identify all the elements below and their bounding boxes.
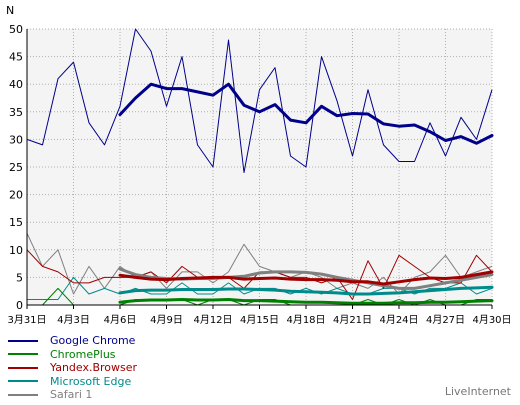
y-tick-label: 30 <box>9 133 23 146</box>
x-tick-label: 4月12日 <box>193 314 232 326</box>
y-tick-labels: 0 5 10 15 20 25 30 35 40 45 50 <box>9 23 23 312</box>
x-tick-labels: 3月31日 4月3日 4月6日 4月9日 4月12日 4月15日 4月18日 4月21日 4月2… <box>7 305 512 326</box>
y-tick-label: 45 <box>9 51 23 64</box>
y-tick-label: 40 <box>9 78 23 91</box>
legend-item-google-chrome: Google Chrome <box>8 334 137 348</box>
legend-swatch <box>8 380 38 383</box>
y-tick-label: 50 <box>9 23 23 36</box>
legend-label: Microsoft Edge <box>50 374 132 388</box>
y-tick-label: 5 <box>16 271 23 284</box>
legend: Google Chrome ChromePlus Yandex.Browser Mic… <box>8 334 137 402</box>
y-tick-label: 10 <box>9 244 23 257</box>
legend-item-chromeplus: ChromePlus <box>8 348 137 362</box>
series-line-google-chrome <box>26 28 493 173</box>
trend-line-google-chrome <box>118 82 494 145</box>
x-tick-label: 4月27日 <box>426 314 465 326</box>
legend-swatch <box>8 393 38 396</box>
x-tick-label: 3月31日 <box>7 314 46 326</box>
legend-swatch <box>8 339 38 342</box>
legend-label: Safari 1 <box>50 388 93 402</box>
y-tick-label: 0 <box>16 299 23 312</box>
x-tick-label: 4月18日 <box>286 314 325 326</box>
trend-line-yandex-browser <box>118 270 494 286</box>
x-tick-label: 4月6日 <box>104 314 137 326</box>
x-tick-label: 4月21日 <box>333 314 372 326</box>
legend-swatch <box>8 366 38 369</box>
trend-line-chromeplus <box>118 298 494 305</box>
x-tick-label: 4月9日 <box>150 314 183 326</box>
brand-label: LiveInternet <box>444 385 511 398</box>
y-axis-label: N <box>6 4 14 17</box>
legend-label: Google Chrome <box>50 334 136 348</box>
y-tick-label: 20 <box>9 189 23 202</box>
y-tick-label: 15 <box>9 216 23 229</box>
trend-line-microsoft-edge <box>118 285 494 296</box>
x-tick-label: 4月15日 <box>240 314 279 326</box>
legend-swatch <box>8 353 38 356</box>
line-chart: N 0 5 10 15 20 25 30 35 40 45 50 3月31日 4月3日 4月6日 4月9日… <box>6 4 512 326</box>
legend-item-microsoft-edge: Microsoft Edge <box>8 375 137 389</box>
y-tick-label: 35 <box>9 106 23 119</box>
x-tick-label: 4月3日 <box>57 314 90 326</box>
legend-item-safari-1: Safari 1 <box>8 388 137 402</box>
series-layer <box>26 28 494 306</box>
x-tick-label: 4月24日 <box>379 314 418 326</box>
legend-label: ChromePlus <box>50 347 116 361</box>
legend-label: Yandex.Browser <box>50 361 138 375</box>
y-tick-label: 25 <box>9 161 23 174</box>
legend-item-yandex-browser: Yandex.Browser <box>8 361 137 375</box>
x-tick-label: 4月30日 <box>472 314 511 326</box>
